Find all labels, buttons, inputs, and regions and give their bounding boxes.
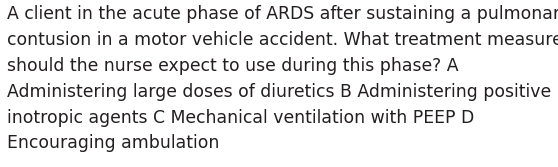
Text: Administering large doses of diuretics B Administering positive: Administering large doses of diuretics B… — [7, 83, 551, 101]
Text: A client in the acute phase of ARDS after sustaining a pulmonary: A client in the acute phase of ARDS afte… — [7, 5, 558, 23]
Text: Encouraging ambulation: Encouraging ambulation — [7, 134, 220, 152]
Text: should the nurse expect to use during this phase? A: should the nurse expect to use during th… — [7, 57, 459, 75]
Text: contusion in a motor vehicle accident. What treatment measure: contusion in a motor vehicle accident. W… — [7, 31, 558, 49]
Text: inotropic agents C Mechanical ventilation with PEEP D: inotropic agents C Mechanical ventilatio… — [7, 109, 474, 127]
